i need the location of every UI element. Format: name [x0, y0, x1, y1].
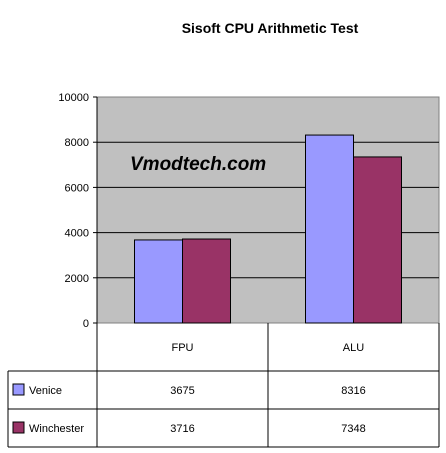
y-tick-label: 4000: [65, 228, 89, 240]
y-tick-label: 8000: [65, 137, 89, 149]
watermark-text: Vmodtech.com: [130, 154, 266, 175]
legend-swatch-venice: [12, 383, 25, 396]
bar-winchester-alu: [353, 156, 402, 324]
legend-label: Venice: [29, 385, 62, 397]
table-value: 3675: [170, 385, 194, 397]
table-value: 7348: [341, 423, 365, 435]
y-tick-label: 10000: [58, 92, 89, 104]
table-value: 3716: [170, 423, 194, 435]
legend-swatch-winchester: [12, 421, 25, 434]
bar-venice-fpu: [134, 239, 183, 324]
bar-venice-alu: [305, 134, 354, 324]
bar-winchester-fpu: [182, 238, 231, 324]
bars: [134, 134, 402, 324]
category-label: FPU: [172, 342, 194, 354]
y-tick-label: 6000: [65, 182, 89, 194]
category-label: ALU: [343, 342, 364, 354]
y-tick-label: 2000: [65, 273, 89, 285]
legend-label: Winchester: [29, 423, 84, 435]
data-table: FPU ALU Venice 3675 8316 Winchester 3716 7348: [7, 323, 440, 448]
y-tick-label: 0: [83, 318, 89, 330]
chart-title: Sisoft CPU Arithmetic Test: [182, 20, 359, 36]
table-value: 8316: [341, 385, 365, 397]
y-axis-ticks: 0 2000 4000 6000 8000 10000: [58, 92, 98, 330]
